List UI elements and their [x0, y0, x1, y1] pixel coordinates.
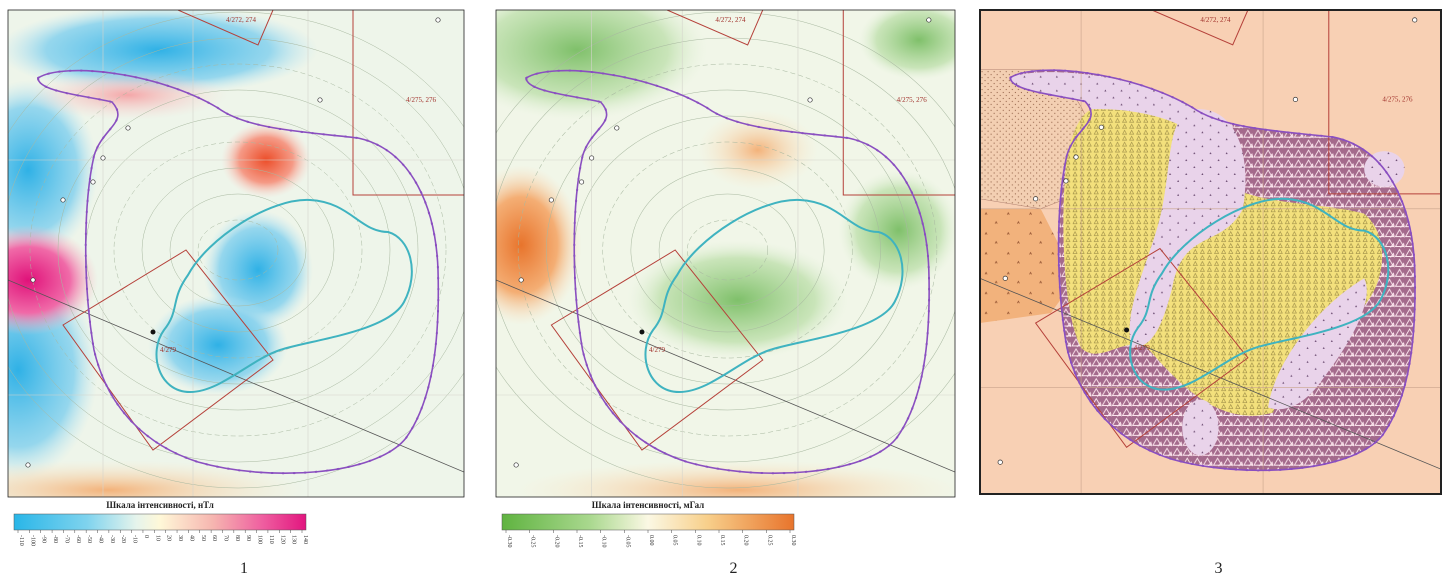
well — [1099, 125, 1103, 129]
scale-tick-label: 60 — [211, 535, 217, 541]
scale-tick-label: 110 — [268, 535, 274, 544]
scale-tick-label: -0.30 — [506, 535, 512, 548]
map-label: 4/272, 274 — [1200, 16, 1231, 24]
map-content: 4/272, 274 4/275, 276 4/279 — [446, 0, 994, 520]
scale-tick-label: -10 — [132, 535, 138, 543]
scale-tick-label: 0.30 — [790, 535, 796, 546]
well — [151, 330, 156, 335]
map-content: 4/272, 274 4/275, 276 4/279 — [0, 5, 502, 520]
scale-tick-label: -90 — [41, 535, 47, 543]
scale-tick-label: -40 — [98, 535, 104, 543]
well — [549, 198, 553, 202]
anomaly — [697, 110, 818, 190]
figure: 4/272, 274 4/275, 276 4/279 1 Шкала інтенсив… — [0, 0, 1450, 579]
scale-tick-label: 90 — [245, 535, 251, 541]
well — [61, 198, 65, 202]
well — [436, 18, 440, 22]
anomaly — [148, 295, 288, 395]
scale-tick-label: 80 — [234, 535, 240, 541]
well — [514, 463, 518, 467]
geology-unit — [1182, 400, 1218, 456]
anomaly — [838, 170, 959, 290]
scale-tick-label: 50 — [200, 535, 206, 541]
scale-tick-label: 0 — [143, 535, 149, 538]
scale-tick-label: 140 — [302, 535, 308, 544]
well — [589, 156, 593, 160]
scale-tick-label: 0.10 — [695, 535, 701, 546]
anomaly — [461, 165, 582, 325]
scale-tick-label: -30 — [109, 535, 115, 543]
well — [1412, 18, 1416, 22]
well — [808, 98, 812, 102]
scale-tick-label: -20 — [120, 535, 126, 543]
map-label: 4/272, 274 — [715, 16, 746, 24]
scale-tick-label: 10 — [154, 535, 160, 541]
map-label: 4/279 — [649, 346, 666, 354]
map-panel: 4/272, 274 4/275, 276 4/279 — [980, 10, 1441, 494]
anomaly — [516, 460, 959, 520]
map-label: 4/279 — [1134, 344, 1151, 352]
well — [91, 180, 95, 184]
color-scale — [502, 514, 794, 530]
map-panel: 4/272, 274 4/275, 276 4/279 — [0, 5, 502, 520]
map-label: 4/275, 276 — [1382, 95, 1413, 103]
scale-tick-label: -80 — [52, 535, 58, 543]
scale-tick-label: 40 — [188, 535, 194, 541]
scale-title: Шкала інтенсивності, мГал — [592, 500, 704, 510]
well — [639, 330, 644, 335]
scale-tick-label: -110 — [18, 535, 24, 546]
well — [1064, 179, 1068, 183]
scale-tick-label: -0.10 — [601, 535, 607, 548]
scale-tick-label: 0.25 — [766, 535, 772, 546]
well — [579, 180, 583, 184]
scale-tick-label: -0.15 — [577, 535, 583, 548]
well — [101, 156, 105, 160]
well — [318, 98, 322, 102]
scale-tick-label: 30 — [177, 535, 183, 541]
map-label: 4/275, 276 — [897, 96, 928, 104]
scale-tick-label: 0.00 — [648, 535, 654, 546]
well — [1033, 197, 1037, 201]
scale-tick-label: -0.25 — [530, 535, 536, 548]
scale-tick-label: -60 — [75, 535, 81, 543]
scale-tick-label: -0.05 — [624, 535, 630, 548]
scale-title: Шкала інтенсивності, нТл — [106, 500, 214, 510]
color-scale — [14, 514, 306, 530]
scale-tick-label: 70 — [222, 535, 228, 541]
map-label: 4/275, 276 — [406, 96, 436, 104]
scale-tick-label: 120 — [279, 535, 285, 544]
scale-tick-label: -100 — [29, 535, 35, 546]
well — [998, 460, 1002, 464]
well — [26, 463, 30, 467]
scale-tick-label: 130 — [291, 535, 297, 544]
scale-tick-label: 0.05 — [672, 535, 678, 546]
scale-tick-label: -50 — [86, 535, 92, 543]
map-label: 4/279 — [160, 346, 176, 354]
scale-tick-label: -70 — [63, 535, 69, 543]
scale-tick-label: 100 — [257, 535, 263, 544]
well — [1293, 97, 1297, 101]
well — [615, 126, 619, 130]
well — [1124, 328, 1129, 333]
panel-number: 1 — [240, 560, 248, 577]
scale-tick-label: -0.20 — [553, 535, 559, 548]
scale-tick-label: 0.15 — [719, 535, 725, 546]
scale-tick-label: 20 — [166, 535, 172, 541]
panel-number: 3 — [1215, 560, 1223, 577]
well — [31, 278, 35, 282]
anomaly — [858, 0, 979, 80]
well — [1003, 276, 1007, 280]
panel-number: 2 — [730, 560, 738, 577]
map-panel: 4/272, 274 4/275, 276 4/279 — [446, 0, 994, 520]
map-content: 4/272, 274 4/275, 276 4/279 — [980, 10, 1441, 494]
well — [927, 18, 931, 22]
scale-tick-label: 0.20 — [743, 535, 749, 546]
well — [126, 126, 130, 130]
map-label: 4/272, 274 — [226, 16, 256, 24]
anomaly — [627, 240, 848, 360]
well — [1074, 155, 1078, 159]
well — [519, 278, 523, 282]
